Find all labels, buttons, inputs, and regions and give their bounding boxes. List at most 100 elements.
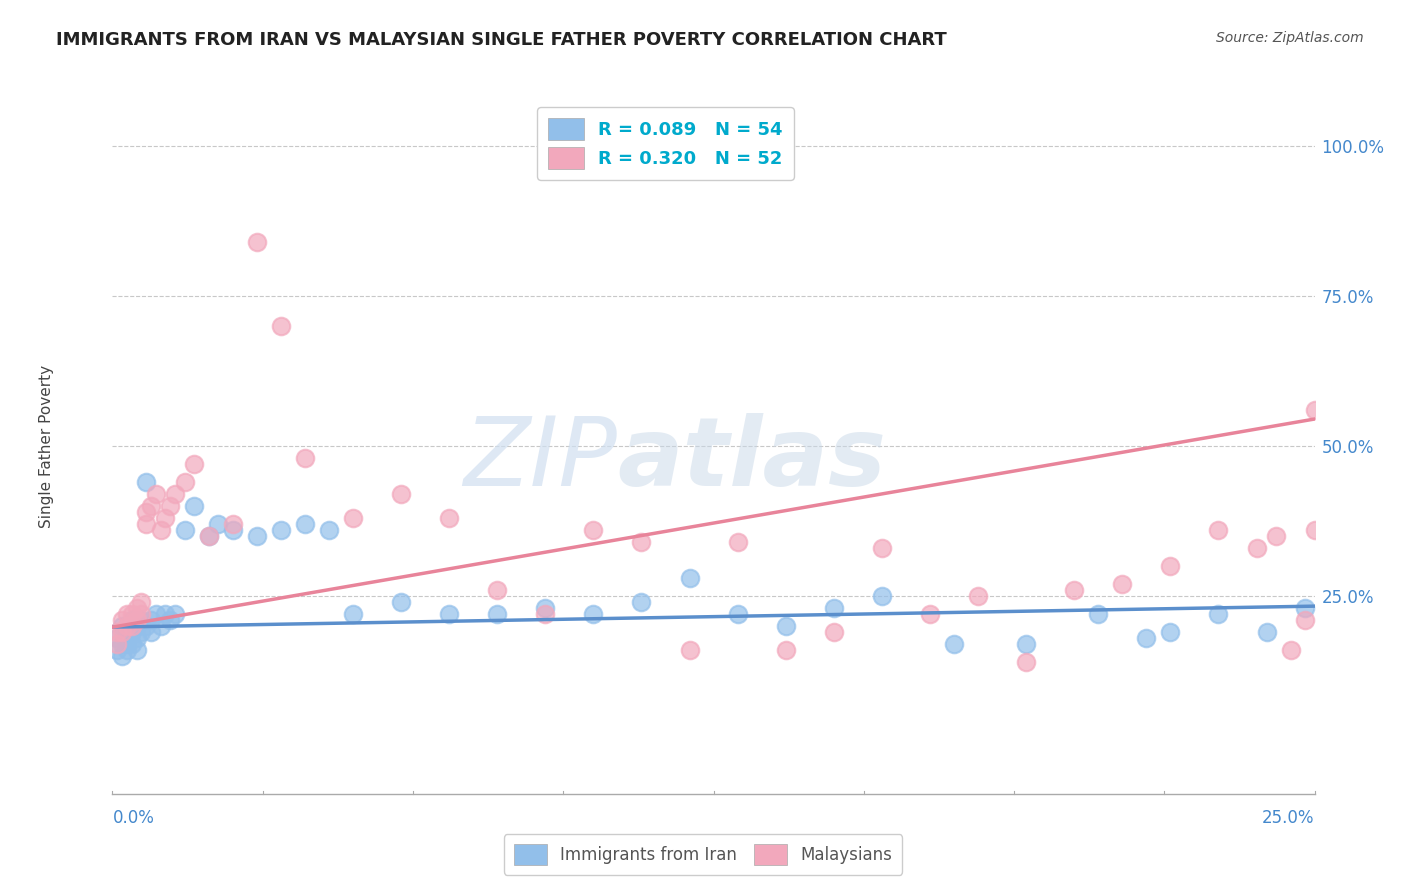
Point — [173, 523, 195, 537]
Point — [942, 637, 965, 651]
Text: Single Father Poverty: Single Father Poverty — [39, 365, 53, 527]
Point — [1279, 643, 1302, 657]
Point — [111, 648, 134, 663]
Point — [1208, 523, 1230, 537]
Point — [1111, 577, 1133, 591]
Point — [131, 613, 153, 627]
Point — [678, 571, 700, 585]
Point — [727, 535, 749, 549]
Point — [159, 499, 181, 513]
Point — [135, 475, 157, 489]
Point — [115, 624, 138, 639]
Legend: R = 0.089   N = 54, R = 0.320   N = 52: R = 0.089 N = 54, R = 0.320 N = 52 — [537, 107, 794, 180]
Point — [125, 643, 148, 657]
Point — [294, 516, 316, 531]
Point — [534, 607, 557, 621]
Point — [149, 523, 172, 537]
Point — [125, 613, 148, 627]
Point — [318, 523, 340, 537]
Point — [139, 624, 162, 639]
Point — [1015, 637, 1038, 651]
Point — [207, 516, 229, 531]
Point — [270, 523, 292, 537]
Point — [125, 601, 148, 615]
Point — [135, 516, 157, 531]
Point — [183, 499, 205, 513]
Point — [1256, 624, 1278, 639]
Point — [135, 505, 157, 519]
Point — [1265, 529, 1288, 543]
Point — [437, 511, 460, 525]
Point — [1087, 607, 1109, 621]
Point — [121, 624, 143, 639]
Point — [139, 613, 162, 627]
Point — [246, 529, 269, 543]
Point — [823, 601, 845, 615]
Point — [270, 319, 292, 334]
Point — [1015, 655, 1038, 669]
Point — [486, 582, 509, 597]
Point — [125, 619, 148, 633]
Point — [389, 487, 412, 501]
Point — [111, 619, 134, 633]
Point — [115, 619, 138, 633]
Text: Source: ZipAtlas.com: Source: ZipAtlas.com — [1216, 31, 1364, 45]
Point — [1135, 631, 1157, 645]
Point — [121, 619, 143, 633]
Point — [115, 643, 138, 657]
Point — [678, 643, 700, 657]
Point — [115, 637, 138, 651]
Point — [159, 613, 181, 627]
Text: ZIP: ZIP — [464, 413, 617, 507]
Point — [967, 589, 990, 603]
Point — [775, 643, 797, 657]
Point — [149, 619, 172, 633]
Point — [582, 607, 605, 621]
Text: 25.0%: 25.0% — [1263, 809, 1315, 827]
Point — [125, 631, 148, 645]
Point — [222, 523, 245, 537]
Point — [163, 607, 186, 621]
Point — [823, 624, 845, 639]
Point — [1159, 624, 1181, 639]
Point — [173, 475, 195, 489]
Point — [222, 516, 245, 531]
Point — [1303, 403, 1326, 417]
Point — [389, 595, 412, 609]
Point — [111, 637, 134, 651]
Point — [155, 511, 177, 525]
Point — [105, 624, 128, 639]
Point — [121, 607, 143, 621]
Point — [1294, 613, 1316, 627]
Point — [630, 595, 652, 609]
Point — [727, 607, 749, 621]
Point — [145, 487, 167, 501]
Point — [1208, 607, 1230, 621]
Point — [437, 607, 460, 621]
Point — [145, 607, 167, 621]
Point — [246, 235, 269, 249]
Point — [111, 624, 134, 639]
Point — [163, 487, 186, 501]
Point — [183, 457, 205, 471]
Legend: Immigrants from Iran, Malaysians: Immigrants from Iran, Malaysians — [503, 834, 903, 875]
Point — [155, 607, 177, 621]
Point — [630, 535, 652, 549]
Point — [121, 613, 143, 627]
Point — [115, 607, 138, 621]
Point — [197, 529, 219, 543]
Point — [294, 450, 316, 465]
Text: 0.0%: 0.0% — [112, 809, 155, 827]
Point — [111, 613, 134, 627]
Point — [582, 523, 605, 537]
Point — [918, 607, 941, 621]
Point — [534, 601, 557, 615]
Point — [197, 529, 219, 543]
Point — [486, 607, 509, 621]
Point — [1246, 541, 1268, 555]
Point — [105, 643, 128, 657]
Point — [775, 619, 797, 633]
Point — [139, 499, 162, 513]
Point — [1063, 582, 1085, 597]
Point — [131, 607, 153, 621]
